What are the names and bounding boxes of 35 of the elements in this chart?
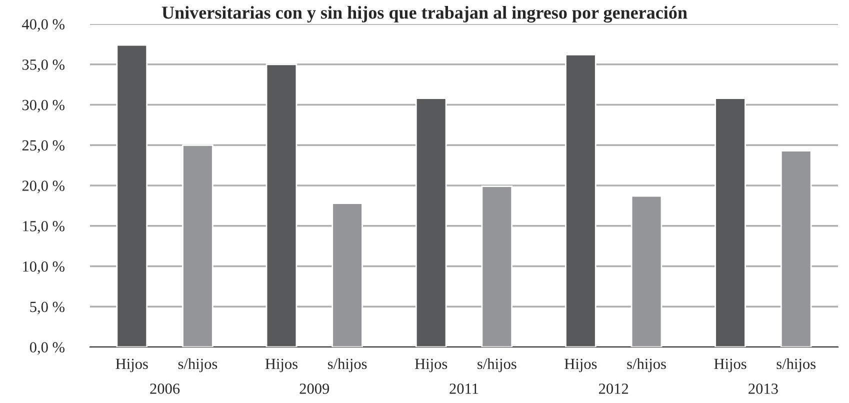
series-label: Hijos xyxy=(414,358,448,372)
y-tick-label: 40,0 % xyxy=(22,19,64,32)
bar xyxy=(481,186,513,347)
text: Hijos xyxy=(116,358,148,372)
y-tick-label: 25,0 % xyxy=(22,140,64,153)
bar xyxy=(182,144,214,347)
text: Hijos xyxy=(714,358,746,372)
bar xyxy=(565,54,596,347)
text: s/hijos xyxy=(328,358,367,372)
y-tick-label: 5,0 % xyxy=(30,302,64,314)
y-tick-label: 15,0 % xyxy=(23,221,64,234)
y-tick-label: 20,0 % xyxy=(22,180,64,194)
bar xyxy=(415,98,447,347)
y-tick-label: 10,0 % xyxy=(23,261,64,274)
x-tick-label: 2013 xyxy=(748,384,778,394)
text: s/hijos xyxy=(776,358,816,372)
y-tick-label: 30,0 % xyxy=(22,100,64,112)
bar xyxy=(266,64,298,347)
bar xyxy=(714,98,746,347)
x-tick-label: 2012 xyxy=(598,384,628,394)
series-label: s/hijos xyxy=(627,358,666,372)
bar xyxy=(630,195,662,347)
bar xyxy=(780,150,812,347)
chart-title: Universitarias con y sin hijos que trabajan al ingreso por generación xyxy=(162,6,688,23)
text: s/hijos xyxy=(478,358,516,372)
y-tick-label: 35,0 % xyxy=(22,60,64,72)
bar xyxy=(116,44,148,347)
text: s/hijos xyxy=(178,358,218,372)
x-tick-label: 2006 xyxy=(150,384,180,394)
x-tick-label: 2009 xyxy=(300,384,330,394)
text: Hijos xyxy=(564,358,597,372)
text: Hijos xyxy=(265,358,298,372)
y-tick-label: 0,0 % xyxy=(30,342,64,355)
bar xyxy=(332,202,363,347)
x-tick-label: 2011 xyxy=(450,384,478,394)
